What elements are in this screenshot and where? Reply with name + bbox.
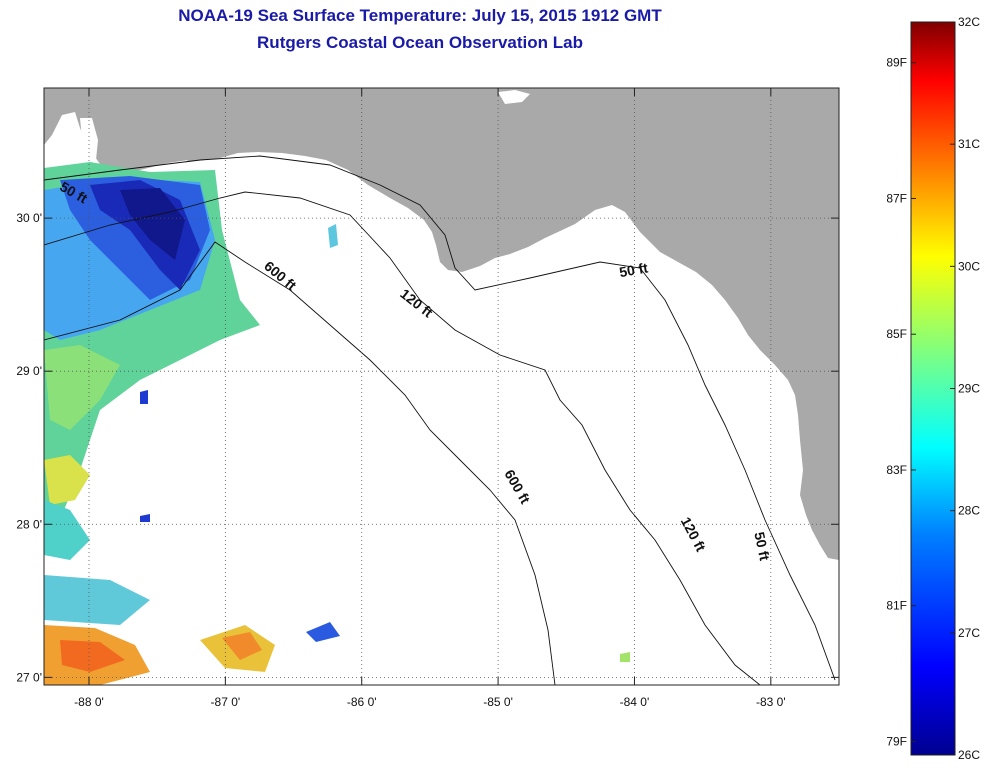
x-tick-label: -88 0' (74, 695, 104, 709)
lake-white (498, 90, 530, 104)
x-axis: -88 0' -87 0' -86 0' -85 0' -84 0' -83 0' (74, 88, 786, 709)
colorbar-label-f: 87F (886, 191, 907, 205)
graticule (44, 88, 839, 685)
colorbar-label-f: 85F (886, 327, 907, 341)
x-tick-label: -87 0' (211, 695, 241, 709)
colorbar-label-c: 31C (958, 137, 980, 151)
colorbar-label-c: 26C (958, 748, 980, 762)
y-tick-label: 27 0' (16, 670, 42, 684)
colorbar-label-c: 29C (958, 382, 980, 396)
colorbar-label-c: 30C (958, 259, 980, 273)
colorbar-label-c: 28C (958, 504, 980, 518)
x-tick-label: -84 0' (620, 695, 650, 709)
colorbar-label-c: 32C (958, 15, 980, 29)
y-tick-label: 29 0' (16, 364, 42, 378)
colorbar-labels: 32C 31C 30C 29C 28C 27C 26C 89F 87F 85F 83F 81F 79F (886, 15, 980, 762)
bay-white-2 (780, 520, 805, 575)
colorbar-label-f: 81F (886, 599, 907, 613)
sst-data (44, 162, 630, 685)
colorbar-label-f: 89F (886, 56, 907, 70)
mobile-bay (80, 118, 98, 160)
x-tick-label: -85 0' (483, 695, 513, 709)
y-axis: 30 0' 29 0' 28 0' 27 0' (16, 211, 839, 684)
colorbar-label-f: 79F (886, 734, 907, 748)
y-tick-label: 28 0' (16, 517, 42, 531)
colorbar-label-c: 27C (958, 626, 980, 640)
contour-50ft (44, 155, 836, 681)
x-tick-label: -86 0' (347, 695, 377, 709)
contour-label: 50 ft (751, 530, 773, 562)
colorbar (910, 21, 956, 756)
colorbar-label-f: 83F (886, 463, 907, 477)
land-mass (44, 88, 839, 560)
contour-label: 50 ft (618, 259, 649, 280)
bay-white (140, 160, 188, 175)
contour-120ft (44, 191, 761, 685)
bathymetry-contours (44, 155, 836, 685)
y-tick-label: 30 0' (16, 211, 42, 225)
contour-600ft (44, 241, 556, 685)
map-subtitle: Rutgers Coastal Ocean Observation Lab (257, 33, 583, 52)
map-title: NOAA-19 Sea Surface Temperature: July 15… (178, 6, 662, 25)
x-tick-label: -83 0' (756, 695, 786, 709)
